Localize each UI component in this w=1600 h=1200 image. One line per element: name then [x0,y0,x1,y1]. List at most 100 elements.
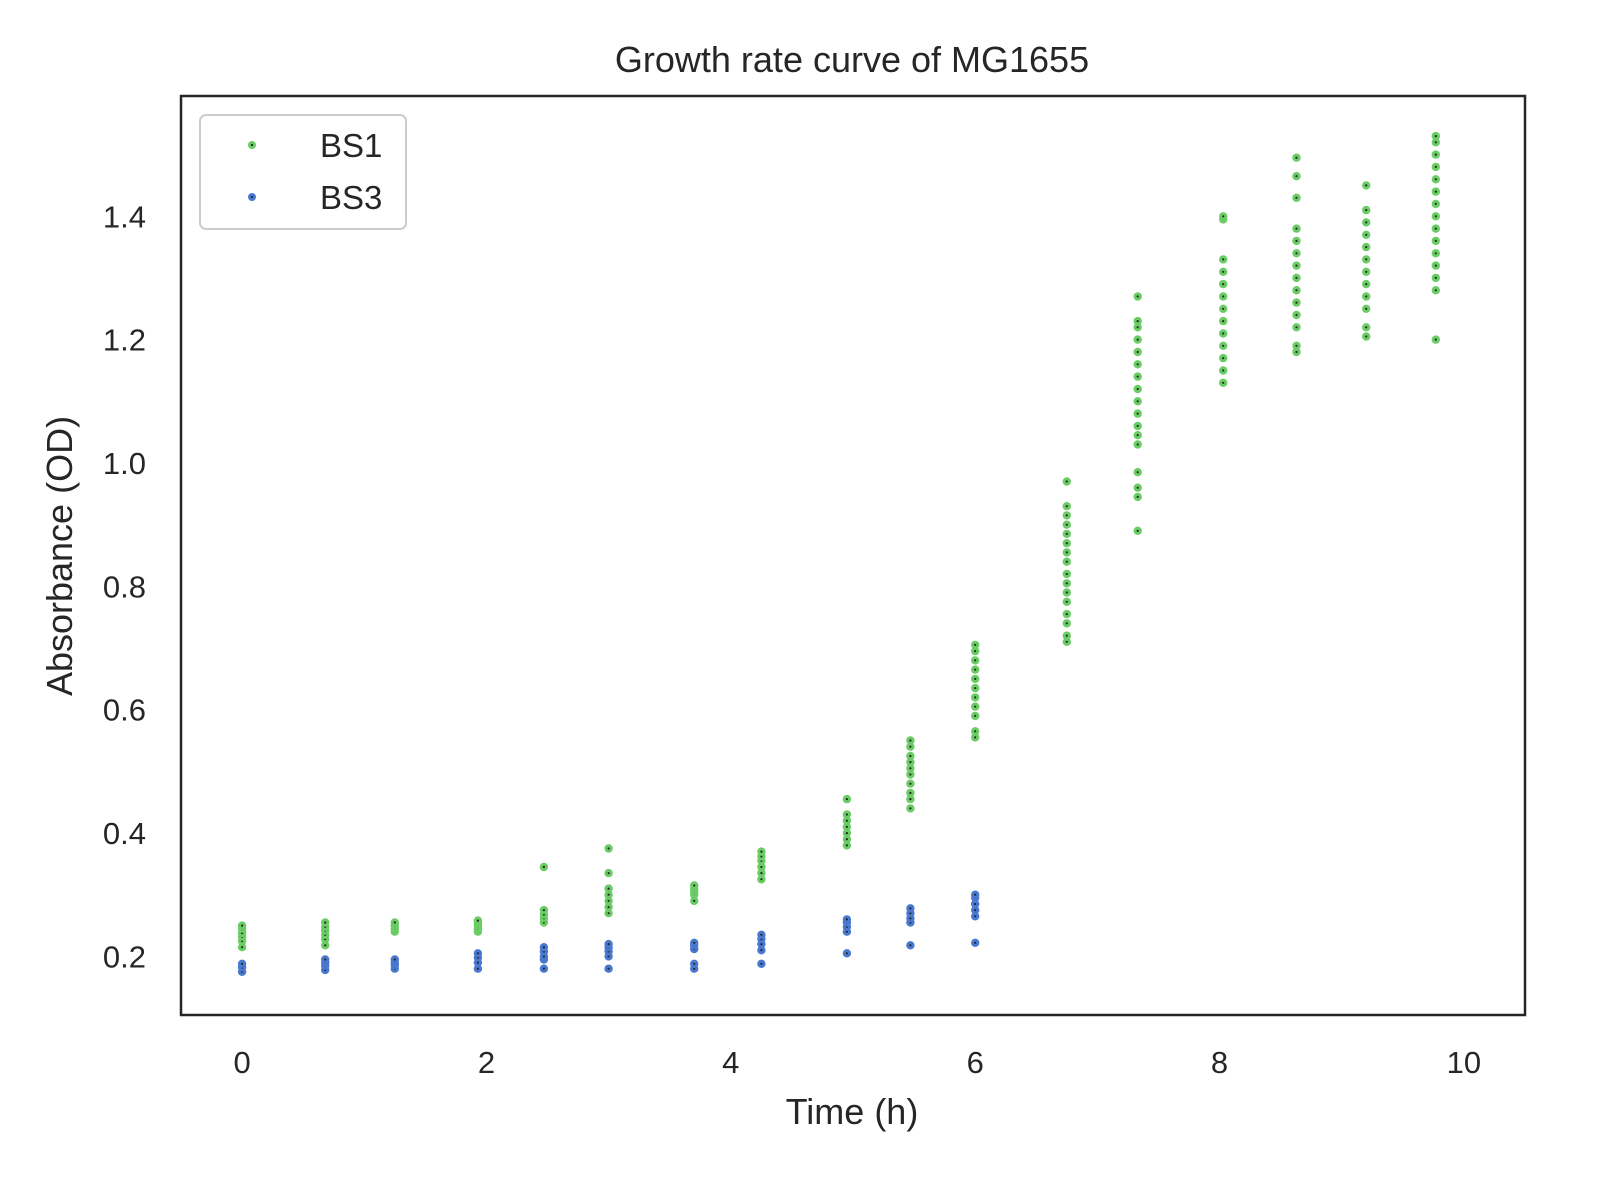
data-point-center [1222,332,1225,335]
data-point-center [1434,215,1437,218]
data-point-center [1434,141,1437,144]
data-point-center [974,893,977,896]
data-point-center [1365,335,1368,338]
data-point-center [760,962,763,965]
data-point-center [1365,283,1368,286]
data-point-center [760,943,763,946]
data-point-center [476,952,479,955]
data-point-center [974,659,977,662]
data-point-center [760,865,763,869]
data-point-center [974,902,977,906]
data-point-center [1434,165,1437,168]
data-point-center [1065,523,1068,526]
series-bs3 [237,890,980,976]
data-point-center [1136,486,1139,489]
data-point-center [974,705,977,708]
data-point-center [1365,221,1368,224]
data-point-center [909,761,912,764]
data-point-center [607,912,610,915]
data-point-center [693,899,696,903]
data-point-center [1222,381,1225,384]
data-point-center [909,791,912,795]
data-point-center [1365,184,1368,187]
data-point-center [1222,258,1225,261]
data-point-center [607,967,610,970]
data-point-center [1295,156,1298,159]
x-tick-label: 6 [967,1045,984,1080]
data-point-center [1065,640,1068,643]
data-point-center [1136,363,1139,366]
legend-label-bs1: BS1 [320,127,382,164]
data-point-center [1065,551,1068,554]
data-point-center [1222,270,1225,273]
data-point-center [1295,289,1298,292]
data-point-center [1295,313,1298,317]
data-point-center [909,944,912,947]
data-point-center [845,918,849,921]
data-point-center [845,813,849,816]
data-point-center [845,952,849,955]
data-point-center [974,643,977,647]
data-point-center [1434,227,1437,230]
data-point-center [760,855,763,858]
data-point-center [607,899,610,903]
data-point-center [760,933,763,936]
data-point-center [1295,344,1298,347]
data-point-center [1065,532,1068,536]
data-point-center [1295,227,1298,230]
data-point-center [974,650,977,653]
data-point-center [1222,295,1225,298]
data-point-center [1295,196,1298,199]
data-point-center [1065,505,1068,508]
x-tick-label: 10 [1447,1045,1481,1080]
data-point-center [974,696,977,699]
data-point-center [1295,276,1298,279]
data-point-center [1065,560,1068,563]
data-point-center [542,946,546,949]
data-point-center [1065,591,1068,594]
data-point-center [1365,307,1368,310]
plot-frame [179,94,1527,1017]
data-point-center [1065,600,1068,603]
data-point-center [1222,215,1225,218]
data-point-center [1434,135,1437,138]
data-point-center [693,941,696,944]
data-point-center [974,909,977,912]
plot-points [237,131,1441,976]
series-bs1 [237,131,1441,952]
data-point-center [241,946,244,949]
data-point-center [1136,400,1139,403]
data-point-center [1065,613,1068,616]
data-point-center [845,838,849,841]
data-point-center [607,847,610,850]
legend-label-bs3: BS3 [320,179,382,216]
data-point-center [1065,542,1068,545]
data-point-center [1065,514,1068,517]
data-point-center [1065,582,1068,585]
data-point-center [1434,338,1437,341]
data-point-center [1222,320,1225,323]
data-point-center [1434,178,1437,181]
data-point-center [974,730,977,733]
data-point-center [1434,239,1437,242]
data-point-center [1295,264,1298,267]
data-point-center [393,958,396,961]
data-point-center [1222,357,1225,360]
data-point-center [909,798,912,801]
y-tick-label: 1.0 [103,446,146,481]
x-tick-label: 0 [233,1045,250,1080]
data-point-center [607,872,610,875]
data-point-center [1295,350,1298,354]
data-point-center [909,739,912,742]
data-point-center [974,668,977,671]
y-axis-label: Absorbance (OD) [39,416,80,696]
data-point-center [476,961,479,964]
data-point-center [1136,326,1139,329]
data-point-center [542,955,546,958]
data-point-center [607,943,610,946]
data-point-center [1065,572,1068,576]
x-tick-label: 8 [1211,1045,1228,1080]
data-point-center [1365,246,1368,249]
y-tick-label: 0.2 [103,939,146,974]
data-point-center [909,754,912,758]
